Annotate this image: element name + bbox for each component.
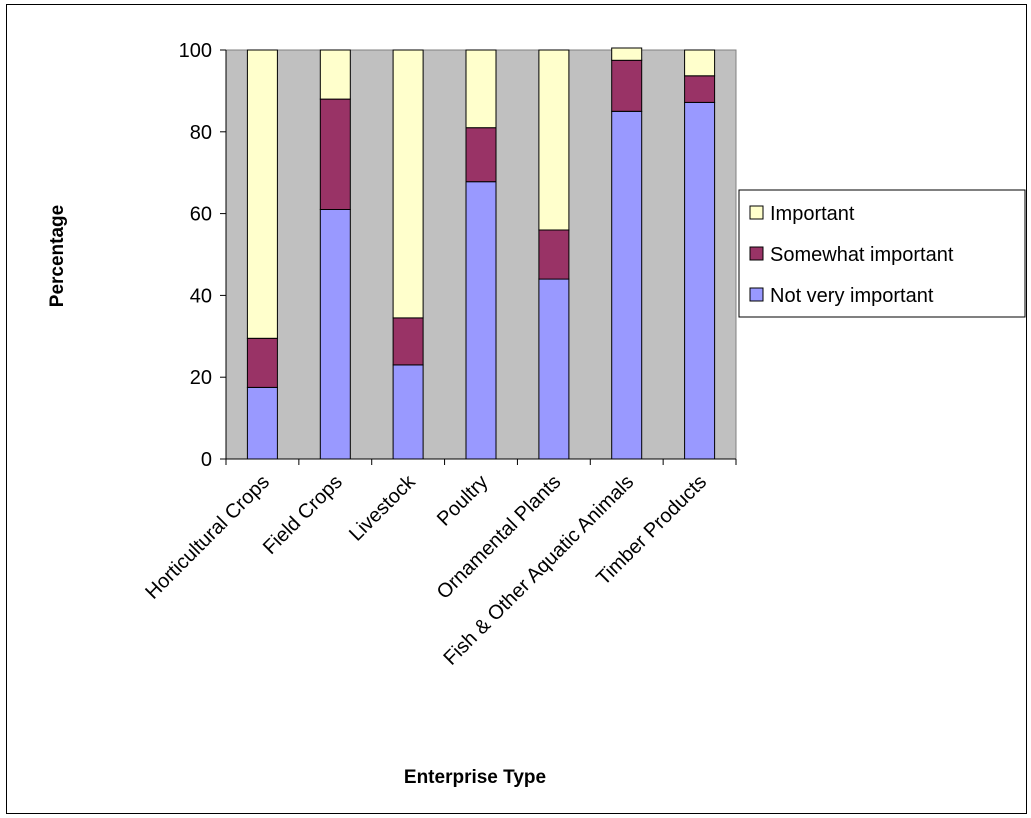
bar-segment-4-0 — [538, 278, 570, 460]
bar-segment-4-2 — [538, 49, 570, 231]
bars-group — [246, 47, 716, 460]
bar-segment-3-2 — [465, 49, 497, 129]
bar-segment-2-1 — [392, 317, 424, 366]
legend-swatch-2 — [749, 287, 764, 302]
x-tick-label-2: Livestock — [345, 470, 420, 545]
legend-swatch-1 — [749, 246, 764, 261]
bar-segment-1-1 — [319, 98, 351, 210]
bar-segment-1-2 — [319, 49, 351, 100]
bar-segment-5-2 — [611, 47, 643, 61]
bar-segment-6-1 — [684, 75, 716, 103]
y-tick-label-3: 60 — [190, 204, 212, 226]
legend-label-0: Important — [770, 203, 855, 225]
x-tick-label-1: Field Crops — [259, 471, 347, 559]
legend-label-1: Somewhat important — [770, 244, 954, 266]
legend-swatch-0 — [749, 205, 764, 220]
y-tick-label-4: 80 — [190, 122, 212, 144]
y-tick-label-2: 40 — [190, 285, 212, 307]
bar-segment-3-0 — [465, 181, 497, 460]
x-tick-label-0: Horticultural Crops — [141, 471, 274, 604]
x-axis-title: Enterprise Type — [404, 767, 546, 788]
bar-segment-5-1 — [611, 59, 643, 112]
legend-label-2: Not very important — [770, 285, 934, 307]
y-tick-label-5: 100 — [179, 40, 212, 62]
y-tick-label-1: 20 — [190, 367, 212, 389]
bar-segment-0-2 — [246, 49, 278, 339]
x-tick-label-4: Ornamental Plants — [433, 471, 566, 604]
bar-segment-5-0 — [611, 110, 643, 460]
legend: Important Somewhat important Not very impo… — [738, 189, 1026, 318]
bar-segment-2-2 — [392, 49, 424, 319]
bar-segment-0-0 — [246, 386, 278, 460]
bar-segment-6-2 — [684, 49, 716, 77]
bar-segment-2-0 — [392, 364, 424, 460]
y-axis-title: Percentage — [47, 205, 68, 307]
bar-segment-1-0 — [319, 209, 351, 460]
bar-segment-0-1 — [246, 337, 278, 388]
bar-segment-4-1 — [538, 229, 570, 280]
bar-segment-3-1 — [465, 127, 497, 183]
y-tick-label-0: 0 — [201, 449, 212, 471]
legend-box — [738, 189, 1026, 318]
x-tick-label-3: Poultry — [433, 471, 493, 531]
bar-segment-6-0 — [684, 101, 716, 460]
